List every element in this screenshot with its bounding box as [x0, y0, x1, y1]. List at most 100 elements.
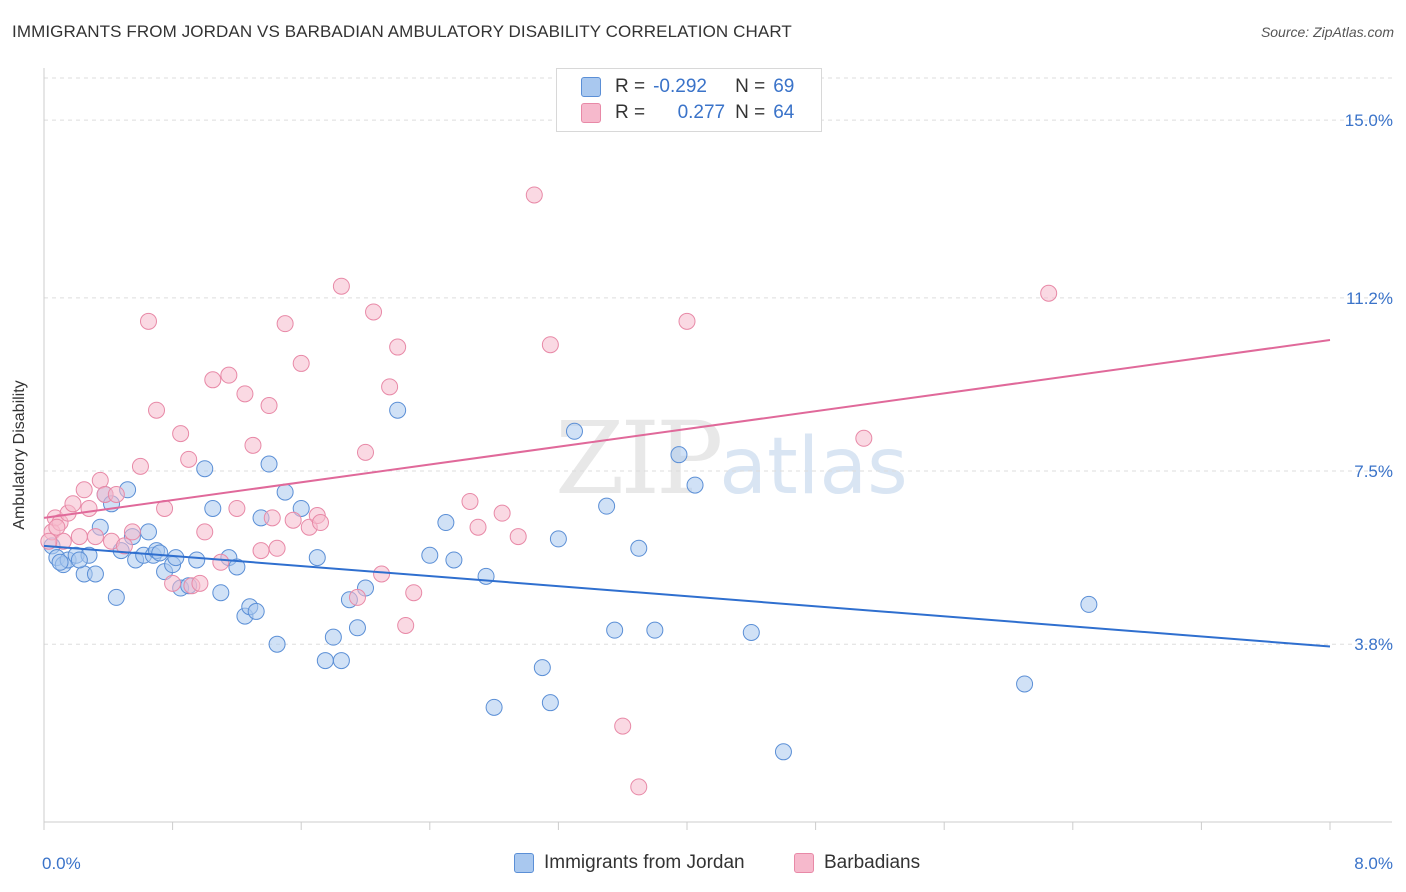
data-point-barbadians — [252, 542, 270, 560]
data-point-jordan — [151, 544, 169, 562]
data-point-jordan — [606, 621, 624, 639]
data-point-jordan — [421, 546, 439, 564]
data-point-barbadians — [357, 443, 374, 461]
data-point-barbadians — [1040, 284, 1058, 302]
data-point-barbadians — [70, 528, 88, 546]
data-point-jordan — [598, 497, 616, 515]
data-point-barbadians — [48, 518, 66, 536]
data-point-barbadians — [115, 537, 133, 555]
trend-line-barbadians — [43, 339, 1331, 519]
legend-r-label: R = — [615, 102, 646, 123]
data-point-jordan — [742, 623, 760, 641]
data-point-jordan — [630, 539, 648, 557]
trend-lines — [43, 339, 1331, 648]
series-barbadians-points — [40, 186, 1058, 796]
data-point-barbadians — [75, 481, 93, 499]
data-point-jordan — [332, 652, 350, 670]
data-point-barbadians — [373, 565, 391, 583]
data-point-barbadians — [148, 401, 166, 419]
data-point-barbadians — [284, 511, 302, 529]
legend-swatch-jordan — [581, 77, 601, 97]
data-point-barbadians — [64, 495, 82, 513]
data-point-barbadians — [180, 450, 198, 468]
data-point-barbadians — [107, 485, 125, 503]
data-point-barbadians — [461, 492, 479, 510]
tick-labels: 3.8% 7.5% 11.2% 15.0% 0.0% 8.0% — [42, 111, 1393, 873]
data-point-jordan — [549, 530, 567, 548]
data-point-barbadians — [292, 354, 310, 372]
data-point-barbadians — [276, 315, 294, 333]
trend-line-jordan — [43, 544, 1331, 648]
y-tick-label: 7.5% — [1354, 462, 1393, 481]
legend-swatch-barbadians — [581, 103, 601, 123]
y-tick-label: 3.8% — [1354, 635, 1393, 654]
axes — [43, 68, 1392, 830]
data-point-jordan — [646, 621, 664, 639]
data-point-jordan — [686, 476, 704, 494]
legend-r-label: R = — [615, 76, 646, 97]
data-point-barbadians — [469, 518, 487, 536]
legend-label-jordan: Immigrants from Jordan — [544, 852, 745, 873]
data-point-barbadians — [196, 523, 214, 541]
data-point-jordan — [308, 549, 326, 567]
data-point-barbadians — [191, 574, 209, 592]
data-point-jordan — [1080, 595, 1098, 613]
y-tick-label: 11.2% — [1346, 289, 1393, 308]
data-point-jordan — [139, 523, 157, 541]
legend-item-barbadians: Barbadians — [794, 852, 920, 874]
grid-lines — [44, 77, 1392, 645]
data-point-jordan — [70, 551, 88, 569]
data-point-jordan — [51, 553, 69, 571]
series-legend: Immigrants from Jordan Barbadians — [0, 852, 1406, 878]
data-point-barbadians — [268, 539, 286, 557]
data-point-jordan — [228, 558, 246, 576]
data-point-barbadians — [86, 528, 104, 546]
x-tick-label: 0.0% — [42, 854, 81, 873]
data-point-barbadians — [493, 504, 511, 522]
legend-n-value: 69 — [773, 76, 795, 97]
data-point-barbadians — [630, 778, 648, 796]
data-point-barbadians — [131, 457, 149, 475]
legend-n-label: N = — [735, 102, 766, 123]
data-point-barbadians — [263, 509, 281, 527]
data-point-barbadians — [212, 553, 230, 571]
data-point-barbadians — [164, 574, 182, 592]
data-point-barbadians — [397, 616, 415, 634]
data-point-barbadians — [389, 338, 407, 356]
data-point-barbadians — [220, 366, 238, 384]
data-point-jordan — [485, 698, 503, 716]
data-point-barbadians — [139, 312, 157, 330]
data-point-jordan — [212, 584, 230, 602]
data-point-barbadians — [172, 425, 190, 443]
data-point-jordan — [260, 455, 278, 473]
data-point-jordan — [196, 460, 214, 478]
data-point-barbadians — [405, 584, 423, 602]
source-label: Source: ZipAtlas.com — [1260, 24, 1394, 40]
chart-title: IMMIGRANTS FROM JORDAN VS BARBADIAN AMBU… — [12, 22, 792, 41]
data-point-barbadians — [123, 523, 141, 541]
legend-row-jordan: R = -0.292 N = 69 — [581, 74, 794, 100]
legend-row-barbadians: R = 0.277 N = 64 — [581, 100, 794, 126]
data-point-barbadians — [381, 378, 399, 396]
data-point-jordan — [437, 514, 455, 532]
data-point-jordan — [188, 551, 206, 569]
legend-r-value: -0.292 — [653, 76, 707, 97]
data-point-barbadians — [204, 371, 222, 389]
data-point-jordan — [670, 446, 688, 464]
data-point-barbadians — [80, 499, 98, 517]
legend-label-barbadians: Barbadians — [824, 852, 921, 873]
data-point-barbadians — [236, 385, 254, 403]
data-point-jordan — [247, 602, 265, 620]
legend-n-label: N = — [735, 76, 766, 97]
data-point-jordan — [204, 499, 222, 517]
data-point-barbadians — [525, 186, 543, 204]
data-point-jordan — [565, 422, 583, 440]
data-point-jordan — [292, 499, 310, 517]
data-point-jordan — [389, 401, 407, 419]
data-point-barbadians — [678, 312, 696, 330]
data-point-barbadians — [365, 303, 383, 321]
data-point-barbadians — [311, 514, 329, 532]
data-point-jordan — [276, 483, 294, 501]
correlation-legend: R = -0.292 N = 69 R = 0.277 N = 64 — [556, 68, 822, 132]
data-point-jordan — [316, 652, 334, 670]
